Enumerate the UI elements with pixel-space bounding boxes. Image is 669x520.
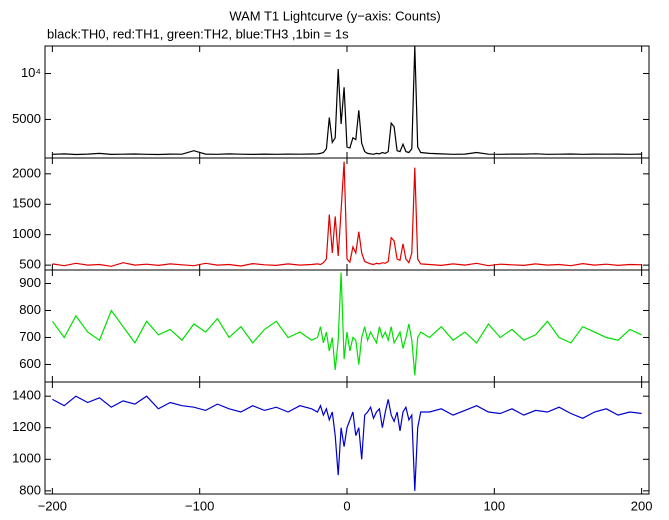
y-tick-label: 2000 — [12, 165, 41, 180]
y-tick-label: 1400 — [12, 388, 41, 403]
x-tick-label: −100 — [185, 498, 214, 513]
lightcurve — [51, 272, 642, 376]
y-tick-label: 1500 — [12, 196, 41, 211]
y-tick-label: 500 — [19, 257, 41, 272]
x-tick-label: −200 — [38, 498, 67, 513]
panel-frame — [44, 269, 650, 383]
y-tick-label: 700 — [19, 329, 41, 344]
x-tick-label: 200 — [631, 498, 653, 513]
lightcurve — [52, 45, 642, 156]
y-tick-label: 900 — [19, 275, 41, 290]
panel-frame — [44, 381, 650, 495]
y-tick-label: 600 — [19, 356, 41, 371]
y-tick-label: 1000 — [12, 451, 41, 466]
chart-title: WAM T1 Lightcurve (y−axis: Counts) — [229, 8, 440, 23]
y-tick-label: 5000 — [12, 111, 41, 126]
y-tick-label: 800 — [19, 302, 41, 317]
x-tick-label: 0 — [343, 498, 350, 513]
y-tick-label: 10⁴ — [21, 65, 41, 80]
chart-subtitle: black:TH0, red:TH1, green:TH2, blue:TH3 … — [47, 26, 349, 41]
y-tick-label: 1200 — [12, 419, 41, 434]
y-tick-label: 1000 — [12, 226, 41, 241]
y-tick-label: 800 — [19, 482, 41, 497]
lightcurve — [52, 395, 642, 491]
x-tick-label: 100 — [483, 498, 505, 513]
lightcurve — [52, 161, 642, 267]
